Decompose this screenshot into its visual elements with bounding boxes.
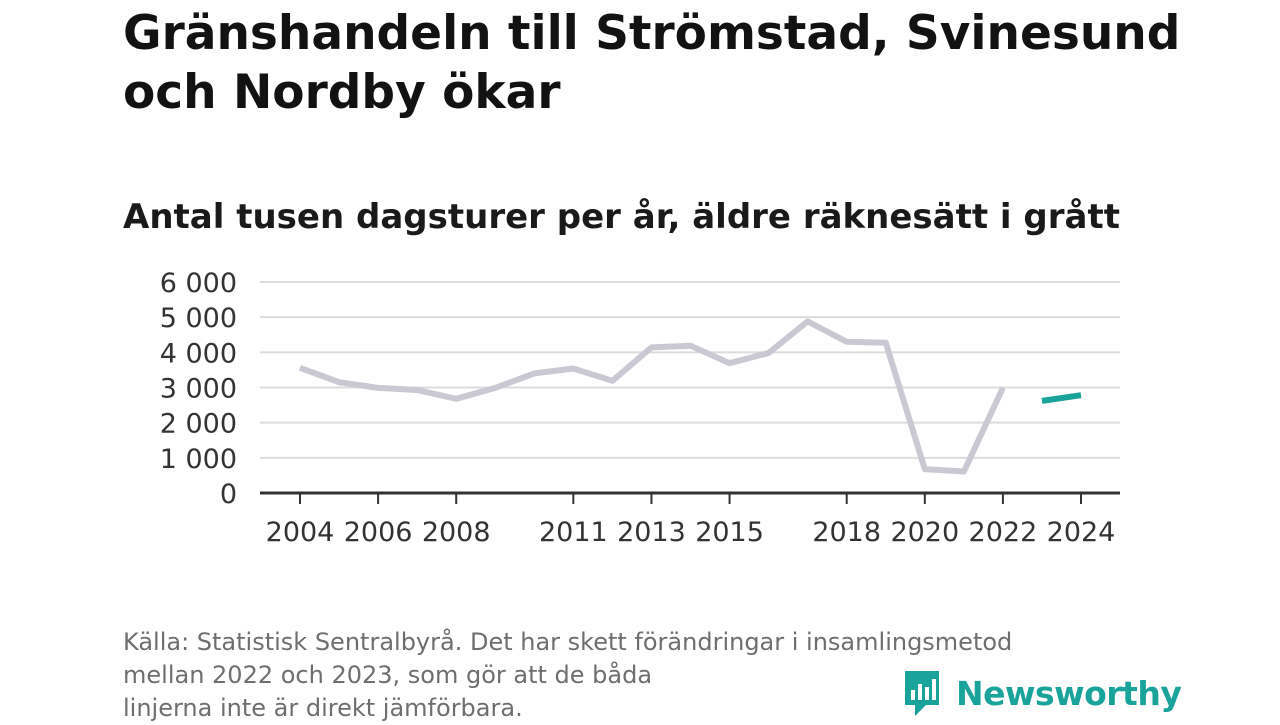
x-tick-label: 2008 xyxy=(422,517,491,548)
source-note: Källa: Statistisk Sentralbyrå. Det har s… xyxy=(123,626,1083,725)
x-tick-label: 2004 xyxy=(266,517,335,548)
x-tick-label: 2011 xyxy=(539,517,608,548)
x-tick-label: 2022 xyxy=(969,517,1038,548)
chart-subtitle: Antal tusen dagsturer per år, äldre räkn… xyxy=(123,197,1120,237)
series-line-new-method xyxy=(1041,392,1082,404)
newsworthy-logo-icon xyxy=(905,671,939,716)
series-line-older-method xyxy=(298,318,1006,475)
x-tick-label: 2013 xyxy=(617,517,686,548)
x-tick-label: 2020 xyxy=(890,517,959,548)
x-tick-label: 2024 xyxy=(1047,517,1116,548)
y-tick-label: 6 000 xyxy=(160,268,237,299)
line-chart: 0 1 000 2 000 3 000 4 000 5 000 6 000 2004 2006 2… xyxy=(160,268,1120,548)
source-line-1: Källa: Statistisk Sentralbyrå. Det har s… xyxy=(123,628,1013,656)
y-tick-label: 4 000 xyxy=(160,338,237,369)
chart-title: Gränshandeln till Strömstad, Svinesund o… xyxy=(123,6,1181,120)
brand-name: Newsworthy xyxy=(956,673,1182,713)
source-line-2: mellan 2022 och 2023, som gör att de båd… xyxy=(123,661,653,689)
x-tick-label: 2015 xyxy=(695,517,764,548)
x-tick-label: 2018 xyxy=(812,517,881,548)
brand-logo: Newsworthy xyxy=(902,668,1182,718)
x-tick-label: 2006 xyxy=(344,517,413,548)
y-tick-label: 2 000 xyxy=(160,409,237,440)
y-tick-label: 1 000 xyxy=(160,444,237,475)
y-tick-label: 3 000 xyxy=(160,374,237,405)
y-tick-label: 0 xyxy=(220,479,237,510)
source-line-3: linjerna inte är direkt jämförbara. xyxy=(123,694,523,722)
y-tick-label: 5 000 xyxy=(160,303,237,334)
